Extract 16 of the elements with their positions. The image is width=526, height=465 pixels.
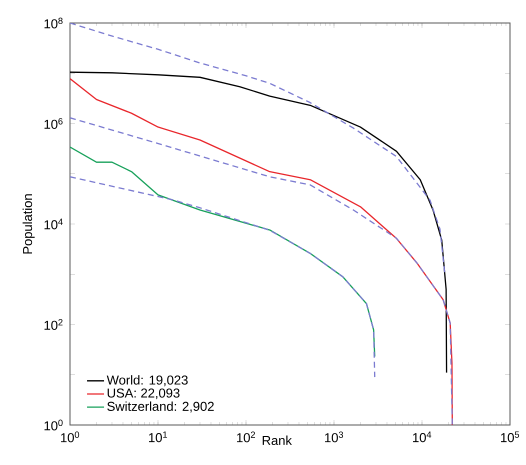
x-tick-label: 10$^{4}$ (413, 432, 432, 442)
y-tick-label: 10$^{2}$ (44, 319, 63, 330)
y-axis-title: Population (22, 194, 35, 254)
y-tick-label: 10$^{0}$ (44, 420, 63, 430)
x-tick-label: 10$^{5}$ (501, 432, 520, 442)
y-tick-label: 10$^{8}$ (44, 18, 63, 28)
x-tick-label: 10$^{3}$ (325, 432, 344, 442)
x-tick-label: 10$^{1}$ (149, 432, 168, 442)
x-tick-label: 10$^{0}$ (61, 432, 80, 442)
x-axis-title: Rank (262, 436, 292, 446)
legend-label: World: 19,023 (106, 375, 188, 386)
y-tick-label: 10$^{6}$ (44, 118, 63, 129)
legend-label: Switzerland: 2,902 (107, 401, 214, 412)
legend-label: USA: 22,093 (108, 388, 180, 400)
x-tick-label: 10$^{2}$ (237, 432, 256, 442)
y-tick-label: 10$^{4}$ (44, 218, 63, 230)
